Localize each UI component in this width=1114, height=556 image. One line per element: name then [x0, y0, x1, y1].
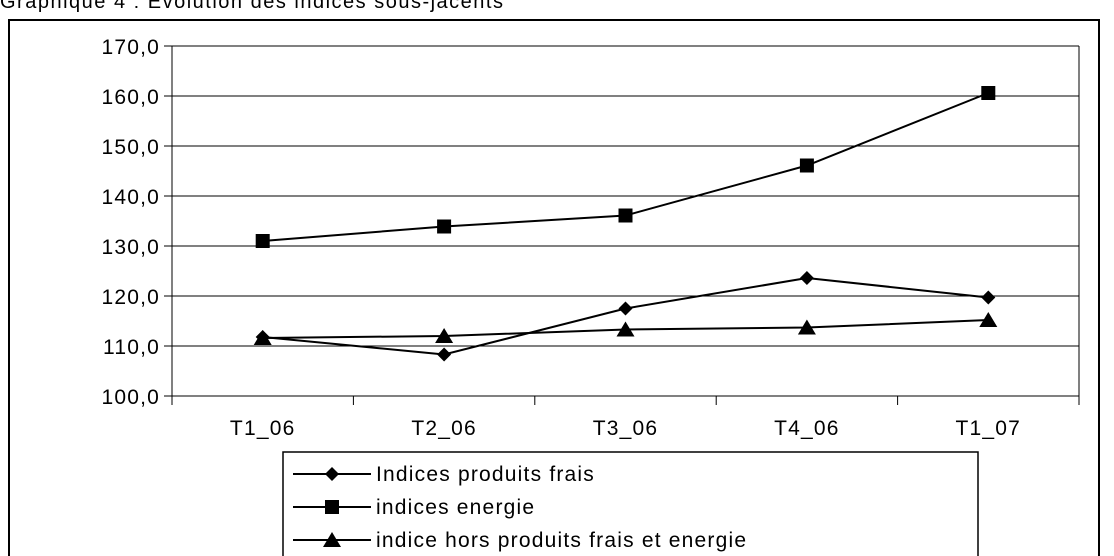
series-1	[255, 86, 996, 248]
data-point	[618, 301, 633, 316]
legend-item-0: Indices produits frais	[293, 463, 595, 486]
x-tick-label: T2_06	[411, 417, 477, 440]
y-tick-label: 130,0	[101, 236, 160, 259]
x-tick-label: T4_06	[774, 417, 840, 440]
y-tick-label: 120,0	[101, 286, 160, 309]
legend-label: indice hors produits frais et energie	[376, 529, 747, 552]
y-tick-label: 140,0	[101, 186, 160, 209]
data-point	[437, 347, 452, 362]
x-tick-label: T1_07	[956, 417, 1022, 440]
data-point	[799, 271, 814, 285]
legend-marker	[325, 467, 339, 481]
data-point	[618, 208, 633, 223]
data-point	[979, 312, 998, 327]
legend-label: indices energie	[376, 496, 535, 519]
y-tick-labels: 100,0 110,0 120,0 130,0 140,0 150,0 160,0 170,0	[101, 36, 160, 409]
series-2	[253, 312, 998, 345]
x-tick-label: T1_06	[230, 417, 296, 440]
x-tick-labels: T1_06 T2_06 T3_06 T4_06 T1_07	[230, 417, 1022, 440]
gridlines	[172, 45, 1079, 347]
data-point	[616, 321, 635, 337]
data-point	[799, 158, 814, 173]
data-point	[437, 219, 452, 234]
y-tick-label: 100,0	[101, 386, 160, 409]
chart-caption: Graphique 4 : Evolution des indices sous…	[0, 0, 505, 13]
axes	[164, 45, 1080, 405]
data-point	[435, 328, 454, 343]
data-point	[981, 86, 996, 100]
legend-box	[282, 451, 979, 556]
y-tick-label: 110,0	[103, 336, 160, 359]
y-tick-label: 150,0	[101, 136, 160, 159]
legend-item-2: indice hors produits frais et energie	[293, 529, 747, 552]
y-tick-label: 170,0	[101, 36, 160, 59]
legend-marker	[325, 500, 339, 514]
legend-item-1: indices energie	[293, 496, 535, 519]
data-point	[253, 330, 272, 345]
data-point	[797, 319, 816, 335]
series-lines	[253, 86, 998, 362]
legend-marker	[323, 532, 341, 547]
data-point	[981, 290, 996, 305]
legend: Indices produits frais indices energie ind…	[282, 451, 979, 556]
data-point	[255, 234, 270, 248]
y-tick-label: 160,0	[101, 86, 160, 109]
legend-label: Indices produits frais	[376, 463, 595, 486]
series-0	[255, 271, 996, 362]
x-tick-label: T3_06	[593, 417, 659, 440]
